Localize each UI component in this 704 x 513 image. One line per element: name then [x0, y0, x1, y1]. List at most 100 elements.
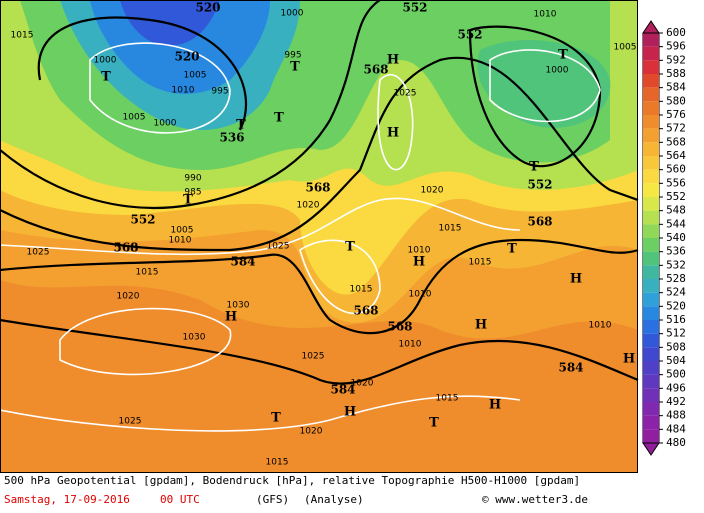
isobar-label: 1020: [297, 201, 320, 211]
isobar-label: 1015: [436, 394, 459, 404]
colorbar-label: 572: [666, 122, 686, 135]
isobar: [299, 239, 381, 315]
isobar-label: 1015: [469, 258, 492, 268]
colorbar-cell: [643, 306, 659, 320]
colorbar-label: 568: [666, 135, 686, 148]
colorbar-cell: [643, 197, 659, 211]
height-label: 584: [558, 361, 583, 375]
isobar-label: 1020: [117, 292, 140, 302]
isobar: [489, 49, 601, 123]
colorbar-label: 560: [666, 163, 686, 176]
model: (GFS): [256, 493, 290, 506]
pressure-center: T: [529, 160, 539, 175]
colorbar-label: 528: [666, 272, 686, 285]
pressure-center: T: [271, 411, 281, 426]
colorbar-label: 508: [666, 340, 686, 353]
isobar-label: 1015: [266, 458, 289, 468]
isobar-label: 1030: [183, 333, 206, 343]
height-label: 552: [402, 1, 427, 15]
colorbar-cell: [643, 320, 659, 334]
description: 500 hPa Geopotential [gpdam], Bodendruck…: [4, 474, 581, 487]
colorbar-label: 480: [666, 436, 686, 449]
colorbar-label: 600: [666, 26, 686, 39]
pressure-center: H: [225, 310, 237, 325]
colorbar-cell: [643, 429, 659, 443]
colorbar-top-arrow: [642, 20, 660, 34]
isobar-label: 1015: [11, 31, 34, 41]
isobar-label: 1015: [350, 285, 373, 295]
colorbar-label: 584: [666, 81, 686, 94]
height-label: 568: [353, 304, 378, 318]
isobar-label: 1000: [154, 119, 177, 129]
colorbar-label: 580: [666, 94, 686, 107]
colorbar-cell: [643, 347, 659, 361]
height-label: 584: [230, 255, 255, 269]
run: (Analyse): [304, 493, 364, 506]
colorbar-cell: [643, 402, 659, 416]
colorbar-label: 588: [666, 67, 686, 80]
colorbar-bottom-arrow: [642, 442, 660, 456]
isobar-label: 1010: [408, 246, 431, 256]
colorbar-label: 500: [666, 368, 686, 381]
pressure-center: H: [475, 318, 487, 333]
pressure-center: H: [570, 272, 582, 287]
colorbar-cell: [643, 60, 659, 74]
colorbar-label: 512: [666, 327, 686, 340]
colorbar-label: 496: [666, 381, 686, 394]
pressure-center: T: [507, 242, 517, 257]
date: Samstag, 17-09-2016: [4, 493, 130, 506]
isobar-label: 1030: [227, 301, 250, 311]
colorbar-label: 552: [666, 190, 686, 203]
pressure-center: T: [558, 48, 568, 63]
colorbar-cell: [643, 46, 659, 61]
map-frame: [0, 0, 638, 473]
colorbar-cell: [643, 87, 659, 102]
isobar-label: 1015: [136, 268, 159, 278]
pressure-center: H: [623, 352, 635, 367]
colorbar-cell: [643, 388, 659, 402]
height-label: 568: [113, 241, 138, 255]
pressure-center: H: [489, 398, 501, 413]
isobar-label: 995: [284, 51, 301, 61]
colorbar-cell: [643, 183, 659, 197]
colorbar-label: 536: [666, 245, 686, 258]
colorbar-cell: [643, 292, 659, 307]
colorbar-cell: [643, 33, 659, 47]
height-label: 520: [195, 1, 220, 15]
isobar-label: 1000: [94, 56, 117, 66]
height-label: 568: [387, 320, 412, 334]
pressure-center: T: [429, 416, 439, 431]
pressure-center: H: [344, 405, 356, 420]
colorbar-label: 532: [666, 258, 686, 271]
colorbar-cell: [643, 374, 659, 389]
colorbar-cell: [643, 156, 659, 170]
isobar-label: 1010: [399, 340, 422, 350]
colorbar-cell: [643, 415, 659, 430]
isobar: [0, 197, 521, 256]
isobar-label: 1000: [281, 9, 304, 19]
isobars: [0, 42, 601, 432]
pressure-center: T: [183, 193, 193, 208]
isobar-label: 1005: [184, 71, 207, 81]
height-label: 568: [305, 181, 330, 195]
isobar-label: 1005: [614, 43, 637, 53]
isobar-label: 1010: [172, 86, 195, 96]
height-contours: [0, 0, 639, 385]
isobar-label: 1010: [589, 321, 612, 331]
colorbar-label: 596: [666, 40, 686, 53]
colorbar-label: 524: [666, 286, 686, 299]
colorbar-label: 544: [666, 217, 686, 230]
colorbar-cell: [643, 210, 659, 225]
pressure-center: H: [387, 126, 399, 141]
height-label: 536: [219, 131, 244, 145]
height-label: 520: [174, 50, 199, 64]
isobar-label: 1000: [546, 66, 569, 76]
contour: [0, 56, 639, 252]
pressure-center: T: [236, 118, 246, 133]
isobar-label: 1020: [351, 379, 374, 389]
isobar-label: 1025: [394, 89, 417, 99]
isobar-label: 1015: [439, 224, 462, 234]
colorbar-cell: [643, 169, 659, 184]
colorbar-label: 516: [666, 313, 686, 326]
colorbar-label: 520: [666, 299, 686, 312]
